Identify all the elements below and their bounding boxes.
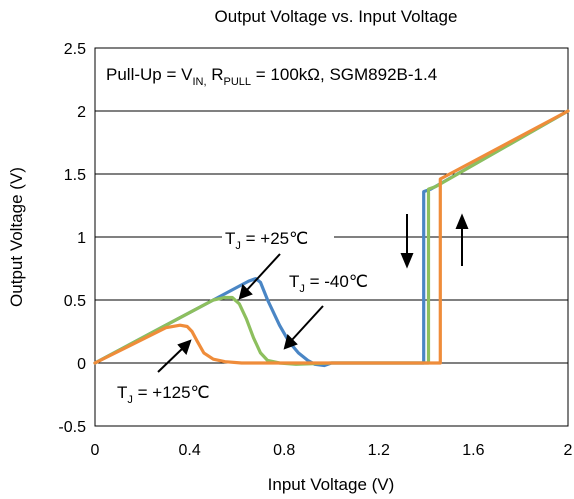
label-neg40c: TJ = -40℃ [289,272,368,295]
y-axis-label: Output Voltage (V) [7,167,26,307]
x-tick-label: 1.2 [368,442,390,459]
arrow-25c [245,253,281,292]
condition-text-prefix: Pull-Up = V [106,65,193,84]
condition-text-mid: R [207,65,224,84]
x-tick-label: 2 [564,442,573,459]
condition-sub-in: IN, [192,76,206,88]
arrowhead-neg40c [283,334,298,350]
series-line-3 [93,109,570,365]
condition-box-background [97,60,451,88]
condition-box: Pull-Up = VIN, RPULL = 100kΩ, SGM892B-1.… [106,65,437,88]
arrow-125c [157,346,185,373]
y-tick-label: 0.5 [64,293,86,310]
arrowhead-25c [238,284,253,300]
y-tick-label: 1.5 [64,167,86,184]
y-axis-ticks: -0.5 0 0.5 1 1.5 2 2.5 [58,41,86,436]
x-axis-label: Input Voltage (V) [268,475,395,494]
condition-sub-pull: PULL [224,76,252,88]
y-tick-label: -0.5 [58,419,86,436]
label-125c: TJ = +125℃ [117,383,210,406]
y-tick-label: 2.5 [64,41,86,58]
y-tick-label: 0 [77,356,86,373]
series-line-2 [93,109,570,366]
arrowhead-down [400,253,414,269]
arrowhead-up [455,213,469,229]
x-tick-label: 0.4 [178,442,200,459]
label-neg40c-background [286,267,392,293]
y-tick-label: 1 [77,230,86,247]
x-tick-label: 0.8 [273,442,295,459]
arrowhead-125c [177,339,192,355]
chart-title: Output Voltage vs. Input Voltage [215,7,458,26]
label-125c-background [114,378,238,404]
plot-area [94,47,569,427]
arrow-neg40c [290,305,324,342]
x-axis-ticks: 0 0.4 0.8 1.2 1.6 2 [91,442,573,459]
annotation-arrows [157,213,469,373]
x-tick-label: 1.6 [462,442,484,459]
x-tick-label: 0 [91,442,100,459]
label-25c: TJ = +25℃ [225,229,308,252]
condition-text-suffix: = 100kΩ, SGM892B-1.4 [251,65,437,84]
y-tick-label: 2 [77,104,86,121]
label-25c-background [222,224,334,250]
